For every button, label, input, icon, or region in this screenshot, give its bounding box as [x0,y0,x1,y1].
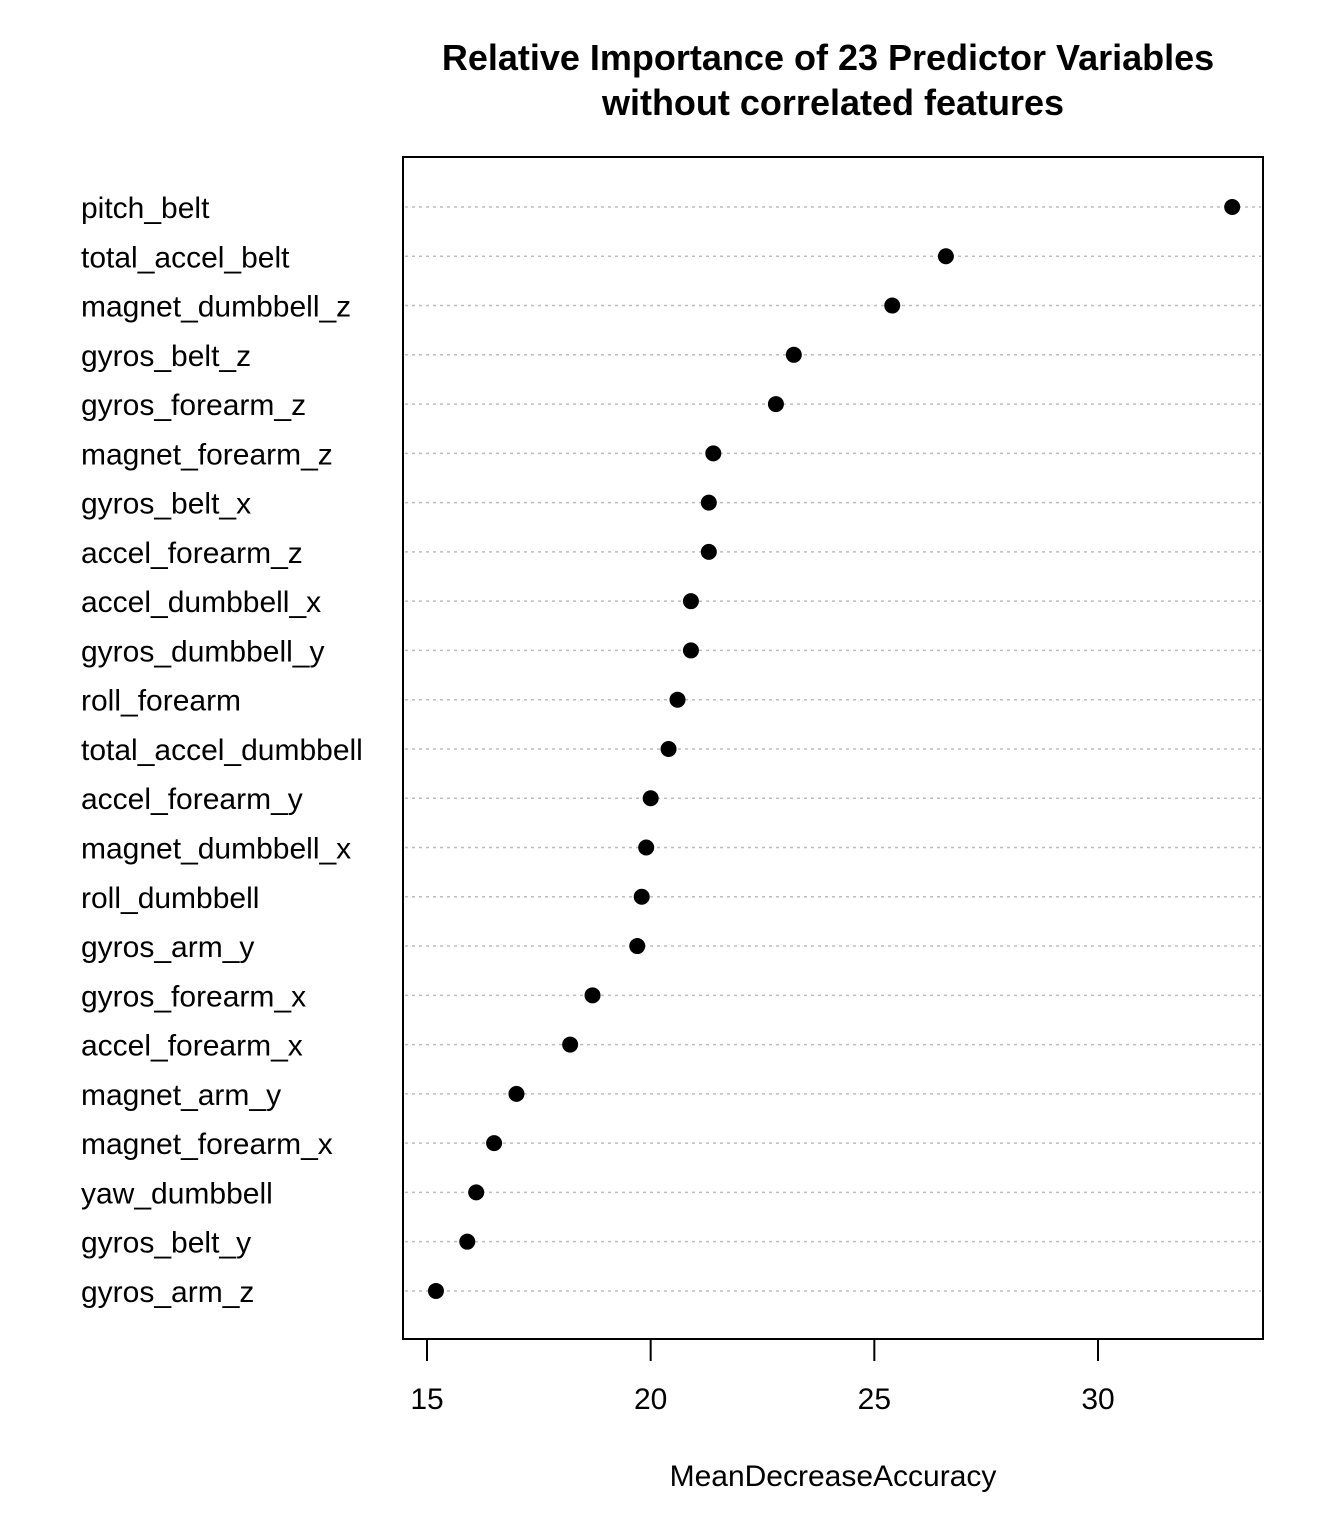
x-axis: 15 20 25 30 [410,1338,1115,1416]
data-point-gyros_forearm_z [767,396,784,413]
category-label-magnet_forearm_x: magnet_forearm_x [81,1128,333,1161]
data-point-gyros_belt_y [459,1233,476,1250]
data-point-total_accel_belt [937,248,954,265]
category-label-total_accel_belt: total_accel_belt [81,241,290,274]
category-label-gyros_belt_y: gyros_belt_y [81,1227,251,1260]
data-point-magnet_arm_y [508,1085,525,1102]
x-tick-label-30: 30 [1081,1383,1114,1416]
category-label-roll_dumbbell: roll_dumbbell [81,882,259,915]
data-point-gyros_belt_x [700,494,717,511]
data-point-gyros_arm_y [629,938,646,955]
x-tick-label-25: 25 [858,1383,891,1416]
category-label-magnet_arm_y: magnet_arm_y [81,1079,281,1112]
data-point-magnet_forearm_z [705,445,722,462]
data-point-gyros_forearm_x [584,987,601,1004]
data-point-roll_dumbbell [633,888,650,905]
data-point-gyros_belt_z [785,346,802,363]
category-label-gyros_belt_x: gyros_belt_x [81,488,251,521]
category-label-gyros_belt_z: gyros_belt_z [81,340,251,373]
data-points [427,199,1241,1299]
category-label-accel_forearm_y: accel_forearm_y [81,783,303,816]
category-label-pitch_belt: pitch_belt [81,192,210,225]
category-label-gyros_forearm_z: gyros_forearm_z [81,389,306,422]
guide-lines [405,206,1261,1292]
data-point-magnet_forearm_x [486,1135,503,1152]
category-label-accel_forearm_x: accel_forearm_x [81,1030,303,1063]
plot-frame [402,156,1264,1340]
data-point-accel_dumbbell_x [682,593,699,610]
data-point-yaw_dumbbell [468,1184,485,1201]
category-label-gyros_arm_y: gyros_arm_y [81,931,254,964]
category-label-magnet_forearm_z: magnet_forearm_z [81,438,333,471]
category-label-roll_forearm: roll_forearm [81,685,241,718]
category-label-magnet_dumbbell_z: magnet_dumbbell_z [81,291,351,324]
data-point-gyros_dumbbell_y [682,642,699,659]
chart-title: Relative Importance of 23 Predictor Vari… [442,37,1214,78]
x-axis-title: MeanDecreaseAccuracy [670,1460,997,1493]
category-label-accel_dumbbell_x: accel_dumbbell_x [81,586,321,619]
data-point-accel_forearm_z [700,543,717,560]
category-label-accel_forearm_z: accel_forearm_z [81,537,303,570]
data-point-roll_forearm [669,691,686,708]
x-tick-label-20: 20 [634,1383,667,1416]
chart-subtitle: without correlated features [601,82,1064,123]
category-label-gyros_arm_z: gyros_arm_z [81,1276,254,1309]
category-label-gyros_forearm_x: gyros_forearm_x [81,980,306,1013]
data-point-accel_forearm_y [642,790,659,807]
category-label-gyros_dumbbell_y: gyros_dumbbell_y [81,635,324,668]
data-point-pitch_belt [1224,199,1241,215]
data-point-magnet_dumbbell_x [638,839,655,856]
x-tick-label-15: 15 [410,1383,443,1416]
data-point-magnet_dumbbell_z [884,297,901,314]
category-label-magnet_dumbbell_x: magnet_dumbbell_x [81,833,351,866]
category-labels: pitch_belt total_accel_belt magnet_dumbbel… [81,192,363,1309]
data-point-accel_forearm_x [562,1036,579,1053]
data-point-gyros_arm_z [427,1282,444,1299]
category-label-yaw_dumbbell: yaw_dumbbell [81,1177,273,1210]
category-label-total_accel_dumbbell: total_accel_dumbbell [81,734,363,767]
data-point-total_accel_dumbbell [660,740,677,757]
